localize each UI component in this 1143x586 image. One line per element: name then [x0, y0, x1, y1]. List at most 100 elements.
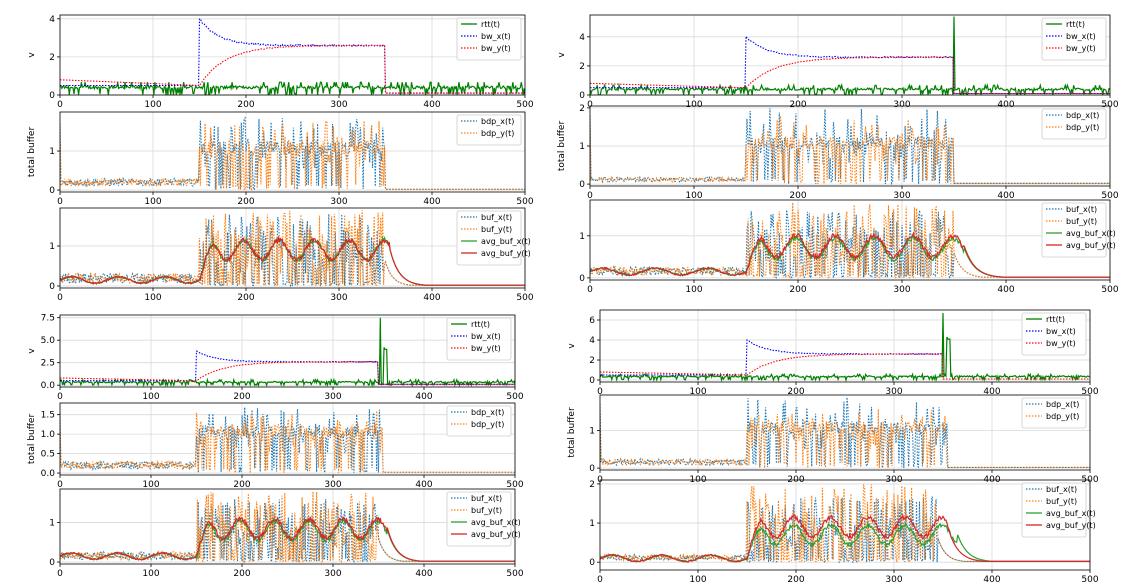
chart-tr-buf: 0 100 200 300 400 500 0 1 buf_x(t) buf_y(t) avg_bu…	[579, 199, 1119, 295]
x-tick-label: 100	[685, 100, 702, 110]
series-line-avg-buf-yt	[600, 513, 1090, 563]
legend-box	[1041, 202, 1107, 258]
legend-label: bw_y(t)	[1046, 339, 1076, 348]
y-tick-label: 1	[579, 232, 585, 242]
legend-label: rtt(t)	[471, 320, 490, 329]
legend-label: avg_buf_y(t)	[1066, 241, 1116, 250]
legend-label: buf_y(t)	[471, 506, 502, 515]
chart-bl-bw: 0 100 200 300 400 500 0.0 2.5 5.0 7.5 v rtt(t) bw_x(…	[27, 314, 524, 402]
axes-frame	[59, 111, 526, 193]
series-line-bw-xt	[60, 17, 525, 94]
series-line-bdp-yt	[590, 115, 1110, 185]
y-tick-label: 0	[579, 274, 585, 284]
y-tick-label: 0.0	[41, 381, 56, 391]
x-tick-label: 500	[516, 197, 533, 207]
x-tick-label: 500	[516, 100, 533, 110]
series-line-bdp-xt	[600, 397, 1090, 469]
series-line-rttt	[60, 81, 525, 95]
y-tick-label: 2.5	[41, 359, 55, 369]
x-tick-label: 0	[587, 100, 593, 110]
x-tick-label: 100	[689, 387, 706, 397]
series-line-rttt	[590, 16, 1110, 95]
x-tick-label: 0	[587, 191, 593, 201]
x-tick-label: 100	[142, 480, 159, 490]
y-tick-label: 4	[579, 33, 585, 43]
x-tick-label: 0	[587, 285, 593, 295]
y-tick-label: 0	[589, 464, 595, 474]
legend-label: buf_x(t)	[1046, 485, 1077, 494]
x-tick-label: 400	[997, 191, 1014, 201]
y-axis-label: total buffer	[27, 414, 37, 465]
x-tick-label: 0	[57, 100, 63, 110]
legend-label: rtt(t)	[1066, 20, 1085, 29]
series-line-bdp-yt	[60, 410, 515, 474]
chart-bl-bdp: 0 100 200 300 400 500 0.0 0.5 1.0 1.5 total buffer…	[27, 402, 524, 490]
x-tick-label: 300	[885, 387, 902, 397]
legend-label: avg_buf_y(t)	[1046, 521, 1096, 530]
legend: buf_x(t) buf_y(t) avg_buf_x(t) avg_buf_y(t)	[1021, 482, 1096, 538]
x-tick-label: 500	[506, 569, 523, 579]
legend-box	[1021, 397, 1087, 429]
legend-label: bw_y(t)	[481, 44, 511, 53]
legend-label: rtt(t)	[1046, 315, 1065, 324]
x-tick-label: 100	[685, 285, 702, 295]
x-tick-label: 500	[1101, 191, 1118, 201]
x-tick-label: 200	[789, 191, 806, 201]
chart-br-bw: 0 100 200 300 400 500 0 2 4 6 v rtt(t) bw_x(t) bw_y(t…	[567, 309, 1099, 397]
legend-label: buf_x(t)	[481, 213, 512, 222]
y-tick-label: 0	[49, 282, 55, 292]
legend-label: rtt(t)	[481, 20, 500, 29]
x-tick-label: 300	[893, 285, 910, 295]
y-axis-label: v	[567, 343, 577, 349]
y-tick-label: 2	[49, 53, 55, 63]
series-line-bw-yt	[600, 353, 1090, 380]
legend-box	[456, 210, 522, 266]
chart-tl-bdp: 0 100 200 300 400 500 0 1 total buffer bdp_x(t)bd…	[27, 111, 534, 207]
series-line-bdp-yt	[600, 409, 1090, 469]
legend-label: bw_y(t)	[471, 344, 501, 353]
legend-box	[456, 17, 522, 61]
chart-tr-bdp: 0 100 200 300 400 500 0 1 2 total buffer bdp_x(t)b…	[557, 104, 1119, 201]
y-tick-label: 1.5	[41, 411, 55, 421]
y-axis-label: v	[557, 52, 567, 58]
series-line-bdp-yt	[60, 120, 525, 192]
x-tick-label: 200	[787, 387, 804, 397]
series-line-avg-buf-yt	[590, 231, 1110, 278]
y-tick-label: 1.0	[41, 430, 56, 440]
y-tick-label: 0	[589, 376, 595, 386]
legend-label: bdp_x(t)	[471, 408, 504, 417]
legend-label: bdp_y(t)	[1066, 123, 1099, 132]
legend: buf_x(t) buf_y(t) avg_buf_x(t) avg_buf_y(t)	[446, 491, 521, 547]
x-tick-label: 0	[57, 480, 63, 490]
y-tick-label: 1	[49, 519, 55, 529]
y-tick-label: 2	[589, 480, 595, 490]
legend-label: avg_buf_y(t)	[481, 249, 531, 258]
legend-label: buf_y(t)	[1066, 217, 1097, 226]
legend-label: bw_y(t)	[1066, 44, 1096, 53]
axes-frame	[59, 488, 516, 565]
y-tick-label: 0	[49, 186, 55, 196]
x-tick-label: 200	[237, 293, 254, 303]
x-tick-label: 400	[415, 569, 432, 579]
y-tick-label: 0	[49, 558, 55, 568]
y-tick-label: 1	[579, 142, 585, 152]
series-line-avg-buf-xt	[600, 522, 1090, 563]
legend-label: buf_x(t)	[471, 494, 502, 503]
series-line-bw-xt	[590, 34, 1110, 95]
chart-tl-bw: 0 100 200 300 400 500 0 2 4 v rtt(t) bw_x(t) bw_y(t)	[27, 14, 534, 110]
x-tick-label: 400	[415, 392, 432, 402]
series-line-buf-xt	[600, 496, 1090, 564]
legend: bdp_x(t) bdp_y(t)	[446, 405, 512, 437]
chart-br-buf: 0 100 200 300 400 500 0 1 2 buf_x(t) buf_y(t) avg_b…	[589, 479, 1099, 585]
legend-box	[446, 317, 512, 361]
chart-bl-buf: 0 100 200 300 400 500 0 1 buf_x(t) buf_y(t) avg_bu…	[49, 488, 524, 579]
x-tick-label: 0	[57, 293, 63, 303]
series-line-rttt	[600, 312, 1090, 382]
x-tick-label: 300	[324, 480, 341, 490]
x-tick-label: 300	[330, 293, 347, 303]
legend-label: bw_x(t)	[471, 332, 501, 341]
x-tick-label: 0	[57, 392, 63, 402]
x-tick-label: 200	[233, 480, 250, 490]
series-line-avg-buf-yt	[60, 235, 525, 286]
axes-frame	[589, 14, 1111, 96]
